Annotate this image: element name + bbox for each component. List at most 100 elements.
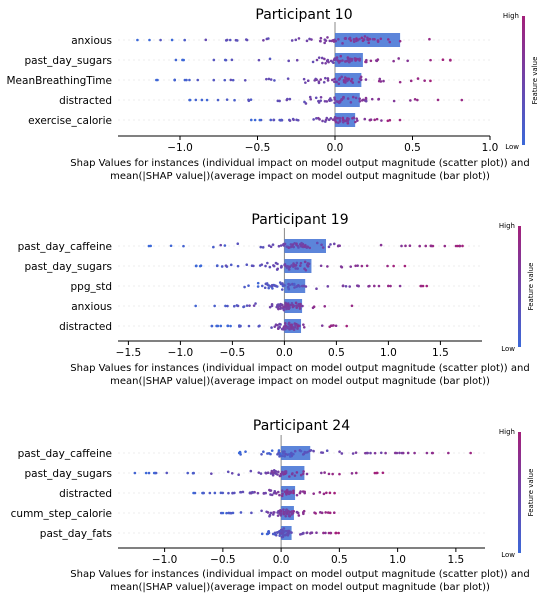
shap-point (298, 264, 302, 268)
shap-point (324, 511, 327, 514)
shap-point (302, 512, 305, 516)
shap-point (306, 245, 309, 249)
shap-point (333, 101, 336, 105)
shap-point (221, 491, 225, 495)
shap-point (331, 78, 334, 82)
shap-point (225, 38, 229, 42)
feature-label: anxious (71, 301, 112, 313)
shap-point (456, 244, 460, 248)
shap-point (326, 58, 330, 62)
shap-point (340, 452, 344, 455)
shap-point (364, 99, 368, 103)
shap-point (331, 39, 335, 42)
shap-point (262, 491, 266, 495)
shap-point (386, 264, 389, 268)
shap-point (283, 305, 287, 309)
shap-point (320, 243, 323, 247)
shap-point (290, 39, 294, 42)
shap-point (239, 511, 243, 514)
shap-point (301, 472, 305, 476)
shap-point (296, 324, 300, 328)
shap-point (276, 324, 279, 327)
shap-point (284, 514, 288, 518)
shap-point (341, 116, 345, 120)
shap-point (329, 324, 333, 327)
shap-point (302, 470, 305, 473)
shap-point (314, 96, 318, 100)
shap-point (372, 284, 376, 288)
shap-point (279, 282, 283, 286)
chart-title: Participant 10 (255, 7, 352, 23)
shap-point (287, 529, 291, 533)
shap-point (227, 491, 230, 495)
shap-point (287, 287, 291, 291)
x-tick-label: −0.5 (220, 347, 246, 359)
shap-point (289, 323, 293, 327)
shap-point (328, 98, 332, 101)
colorbar-title: Feature value (527, 263, 535, 311)
shap-point (373, 451, 377, 455)
shap-point (308, 246, 312, 250)
shap-point (337, 244, 340, 248)
shap-point (272, 264, 275, 267)
shap-point (288, 514, 292, 518)
shap-point (315, 287, 318, 290)
shap-point (281, 284, 285, 288)
shap-point (291, 303, 295, 307)
shap-point (377, 284, 381, 288)
shap-point (326, 265, 329, 268)
shap-point (295, 58, 299, 62)
shap-bar (335, 93, 360, 107)
shap-point (352, 116, 356, 120)
shap-point (332, 61, 335, 64)
x-axis-label-line-2: mean(|SHAP value|)(average impact on mod… (110, 171, 490, 182)
shap-point (265, 532, 269, 536)
shap-point (346, 97, 350, 100)
shap-point (289, 325, 293, 329)
feature-label: distracted (59, 488, 112, 500)
shap-point (276, 453, 279, 456)
shap-point (194, 98, 198, 102)
shap-point (319, 511, 322, 514)
shap-point (270, 304, 274, 308)
shap-point (295, 242, 298, 245)
shap-point (230, 472, 234, 475)
shap-point (389, 284, 392, 288)
shap-point (262, 450, 265, 454)
shap-point (256, 491, 260, 495)
shap-point (267, 286, 271, 290)
shap-point (224, 304, 227, 308)
shap-point (264, 264, 267, 268)
shap-point (302, 284, 306, 288)
shap-point (282, 508, 285, 511)
shap-point (259, 472, 263, 475)
shap-point (226, 324, 229, 328)
shap-point (229, 511, 233, 515)
shap-point (268, 488, 271, 492)
shap-point (357, 80, 361, 84)
shap-point (272, 118, 275, 122)
shap-point (319, 264, 323, 268)
colorbar-title: Feature value (527, 469, 535, 517)
shap-point (312, 492, 315, 495)
shap-point (216, 324, 220, 328)
shap-point (281, 492, 284, 496)
shap-point (219, 511, 223, 515)
x-tick-label: 1.0 (380, 347, 397, 359)
shap-point (285, 98, 289, 102)
x-axis-label-line-1: Shap Values for instances (individual im… (70, 569, 529, 580)
shap-point (288, 265, 292, 269)
shap-point (337, 531, 340, 535)
shap-point (306, 450, 309, 454)
shap-point (425, 284, 429, 288)
shap-point (447, 451, 450, 455)
shap-point (293, 474, 297, 477)
shap-point (260, 452, 263, 456)
shap-point (300, 241, 303, 245)
shap-point (196, 78, 200, 82)
shap-point (381, 471, 385, 475)
shap-point (219, 243, 223, 247)
feature-label: past_day_sugars (24, 55, 112, 67)
shap-point (339, 54, 343, 58)
colorbar-high-label: High (503, 12, 519, 20)
